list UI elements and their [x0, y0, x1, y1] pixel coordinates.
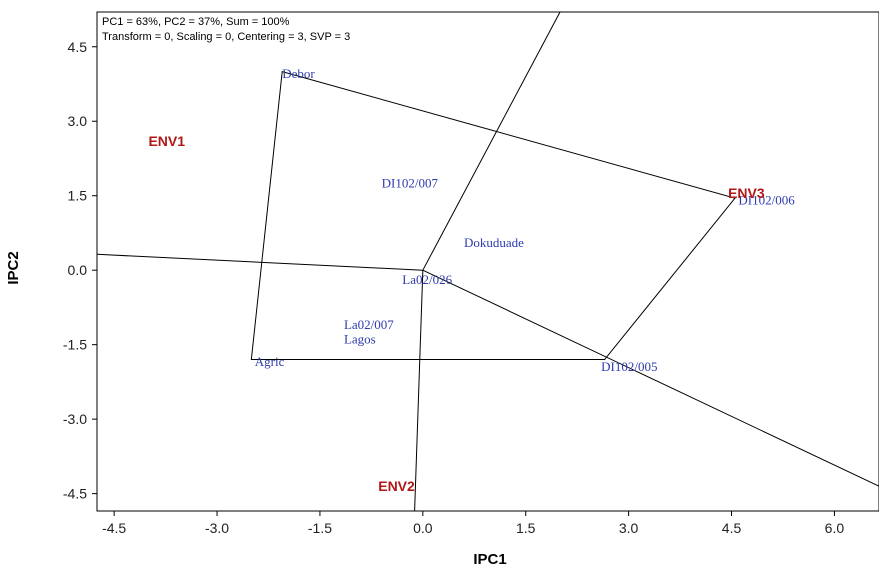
point-labels: Debor DI102/007 DI102/006 Dokuduade La02/026…	[148, 66, 795, 494]
genotype-label: DI102/005	[601, 359, 657, 374]
x-axis-ticks: -4.5 -3.0 -1.5 0.0 1.5 3.0 4.5 6.0	[102, 511, 844, 536]
environment-label: ENV2	[378, 478, 415, 494]
y-tick-label: -1.5	[63, 337, 87, 353]
y-tick-label: 4.5	[68, 39, 88, 55]
y-axis-title: IPC2	[5, 251, 22, 284]
y-tick-label: 1.5	[68, 188, 88, 204]
sector-ray	[422, 269, 879, 487]
sector-ray	[422, 11, 561, 271]
y-tick-label: 3.0	[68, 113, 88, 129]
plot-frame	[96, 11, 879, 512]
polygon-hull	[250, 70, 736, 361]
genotype-label: DI102/007	[382, 175, 439, 190]
environment-label: ENV3	[728, 185, 765, 201]
genotype-label: Agric	[255, 354, 285, 369]
biplot-lines	[96, 11, 879, 512]
x-tick-label: -1.5	[308, 520, 332, 536]
x-tick-label: 6.0	[825, 520, 845, 536]
genotype-label: Debor	[282, 66, 315, 81]
y-axis-ticks: 4.5 3.0 1.5 0.0 -1.5 -3.0 -4.5	[63, 39, 97, 502]
genotype-label: Dokuduade	[464, 235, 524, 250]
y-tick-label: -4.5	[63, 486, 87, 502]
sector-ray	[96, 253, 423, 271]
y-tick-label: -3.0	[63, 411, 87, 427]
genotype-label: Lagos	[344, 332, 376, 347]
x-tick-label: 1.5	[516, 520, 536, 536]
sector-ray	[414, 270, 424, 512]
genotype-label: DI102/006	[738, 193, 795, 208]
genotype-label: La02/007	[344, 317, 394, 332]
x-axis-title: IPC1	[473, 551, 506, 568]
x-tick-label: 0.0	[413, 520, 433, 536]
header-line-1: PC1 = 63%, PC2 = 37%, Sum = 100%	[102, 16, 290, 28]
genotype-label: La02/026	[402, 272, 452, 287]
y-tick-label: 0.0	[68, 262, 88, 278]
x-tick-label: 3.0	[619, 520, 639, 536]
environment-label: ENV1	[148, 133, 185, 149]
header-line-2: Transform = 0, Scaling = 0, Centering = …	[102, 31, 350, 43]
x-tick-label: 4.5	[722, 520, 742, 536]
x-tick-label: -3.0	[205, 520, 229, 536]
x-tick-label: -4.5	[102, 520, 126, 536]
